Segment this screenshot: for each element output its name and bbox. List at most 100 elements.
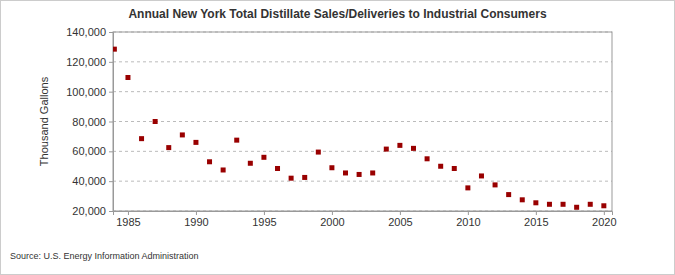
- point: [125, 75, 130, 80]
- y-tick-label: 140,000: [66, 26, 106, 38]
- y-tick: 20,000: [72, 205, 113, 217]
- point: [384, 147, 389, 152]
- point: [520, 197, 525, 202]
- y-tick-mark: [109, 211, 113, 212]
- x-tick: 1995: [252, 211, 276, 228]
- point: [234, 138, 239, 143]
- x-axis: 1985 1990 1995 2000 2005 2010 2015 2020: [114, 211, 617, 228]
- title: Annual New York Total Distillate Sales/D…: [128, 7, 546, 21]
- x-tick-mark: [264, 211, 265, 215]
- grid-line: [113, 151, 612, 152]
- y-tick-mark: [109, 62, 113, 63]
- point: [452, 166, 457, 171]
- y-tick: 100,000: [66, 86, 113, 98]
- y-axis-title: Thousand Gallons: [38, 76, 50, 166]
- y-tick: 40,000: [72, 175, 113, 187]
- point: [561, 202, 566, 207]
- point: [139, 136, 144, 141]
- point: [343, 170, 348, 175]
- point: [601, 203, 606, 208]
- x-tick-label: 2010: [456, 216, 480, 228]
- x-tick-mark: [400, 211, 401, 215]
- point: [180, 132, 185, 137]
- x-tick: 2020: [592, 211, 616, 228]
- point: [275, 166, 280, 171]
- y-tick: 60,000: [72, 145, 113, 157]
- x-tick: 1990: [184, 211, 208, 228]
- point: [221, 167, 226, 172]
- x-tick: 2005: [388, 211, 412, 228]
- x-tick-mark: [604, 211, 605, 215]
- y-tick-mark: [109, 151, 113, 152]
- point: [261, 155, 266, 160]
- x-axis-line: [114, 212, 613, 216]
- y-tick-label: 40,000: [72, 175, 106, 187]
- point: [316, 150, 321, 155]
- x-tick-label: 2005: [388, 216, 412, 228]
- y-axis-line: [109, 33, 114, 212]
- point: [153, 119, 158, 124]
- source-note: Source: U.S. Energy Information Administ…: [10, 251, 199, 261]
- point: [465, 185, 470, 190]
- y-tick-label: 20,000: [72, 205, 106, 217]
- point: [411, 146, 416, 151]
- point: [574, 205, 579, 210]
- point: [588, 202, 593, 207]
- x-tick: 1985: [116, 211, 140, 228]
- x-tick-mark: [332, 211, 333, 215]
- point: [113, 47, 117, 52]
- x-tick-mark: [536, 211, 537, 215]
- y-tick-mark: [109, 92, 113, 93]
- point: [506, 192, 511, 197]
- plot: 20,000 40,000 60,000 80,000 100,000 120,000 14…: [66, 26, 616, 228]
- x-tick-mark: [128, 211, 129, 215]
- x-tick-label: 2020: [592, 216, 616, 228]
- y-tick-label: 80,000: [72, 116, 106, 128]
- marks: [113, 47, 606, 210]
- x-tick-label: 2015: [524, 216, 548, 228]
- point: [547, 202, 552, 207]
- y-tick-mark: [109, 32, 113, 33]
- y-tick: 80,000: [72, 116, 113, 128]
- grid: [113, 32, 612, 211]
- point: [289, 176, 294, 181]
- point: [166, 145, 171, 150]
- point: [329, 165, 334, 170]
- point: [193, 140, 198, 145]
- grid-line: [113, 61, 612, 62]
- x-tick: 2015: [524, 211, 548, 228]
- x-tick: 2010: [456, 211, 480, 228]
- x-tick-mark: [196, 211, 197, 215]
- point: [370, 170, 375, 175]
- x-tick-label: 1995: [252, 216, 276, 228]
- y-tick: 140,000: [66, 26, 113, 38]
- point: [479, 173, 484, 178]
- point: [248, 161, 253, 166]
- point: [302, 175, 307, 180]
- x-tick-label: 1990: [184, 216, 208, 228]
- y-tick-mark: [109, 181, 113, 182]
- y-tick-label: 120,000: [66, 56, 106, 68]
- y-tick-mark: [109, 122, 113, 123]
- y-tick: 120,000: [66, 56, 113, 68]
- point: [425, 156, 430, 161]
- x-tick-label: 2000: [320, 216, 344, 228]
- y-axis: 20,000 40,000 60,000 80,000 100,000 120,000 14…: [66, 26, 113, 217]
- point: [438, 164, 443, 169]
- x-tick-mark: [468, 211, 469, 215]
- plot-frame: [113, 32, 612, 211]
- point: [397, 143, 402, 148]
- point: [533, 200, 538, 205]
- grid-line: [113, 121, 612, 122]
- grid-line: [113, 91, 612, 92]
- x-tick: 2000: [320, 211, 344, 228]
- y-tick-label: 100,000: [66, 86, 106, 98]
- point: [357, 172, 362, 177]
- background: [1, 1, 675, 275]
- grid-line: [113, 181, 612, 182]
- point: [493, 182, 498, 187]
- point: [207, 159, 212, 164]
- x-tick-label: 1985: [116, 216, 140, 228]
- chart: 20,000 40,000 60,000 80,000 100,000 120,000 14…: [0, 0, 675, 275]
- y-tick-label: 60,000: [72, 145, 106, 157]
